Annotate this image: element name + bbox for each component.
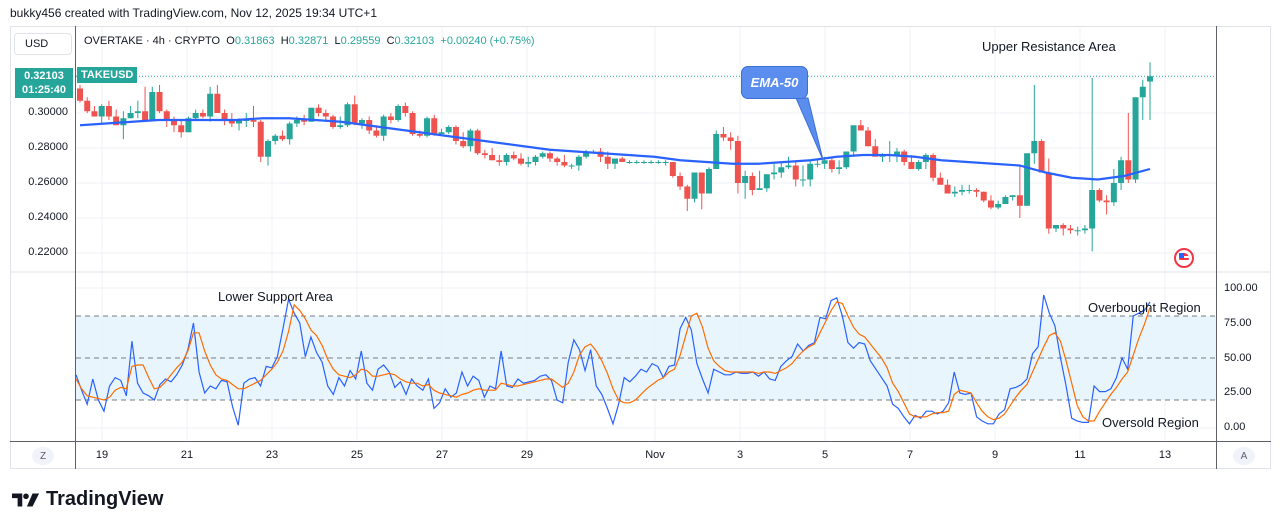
rsi-axis-label: 25.00 [1224, 386, 1252, 398]
symbol-legend: OVERTAKE · 4h · CRYPTO O0.31863 H0.32871… [84, 35, 535, 47]
rsi-axis-label: 75.00 [1224, 317, 1252, 329]
us-flag-icon[interactable] [1174, 248, 1194, 268]
ema-callout[interactable]: EMA-50 [741, 66, 808, 99]
time-axis-label: 21 [180, 449, 194, 461]
rsi-axis-label: 0.00 [1224, 421, 1246, 433]
overbought-label: Overbought Region [1088, 300, 1201, 315]
price-axis-label: 0.30000 [28, 106, 68, 118]
credit-text: bukky456 created with TradingView.com, N… [10, 6, 377, 20]
lower-support-label: Lower Support Area [218, 289, 333, 304]
brand-name: TradingView [46, 488, 164, 510]
symbol-description[interactable]: OVERTAKE · 4h · CRYPTO [84, 35, 221, 47]
close-label: C [386, 35, 395, 47]
time-axis-label: 19 [95, 449, 109, 461]
auto-scale-button[interactable]: A [1233, 447, 1255, 465]
time-axis-divider [10, 441, 1271, 442]
time-axis-label: 5 [821, 449, 829, 461]
price-axis-label: 0.26000 [28, 176, 68, 188]
time-axis-label: 3 [736, 449, 744, 461]
time-axis-label: 7 [906, 449, 914, 461]
price-axis-label: 0.24000 [28, 211, 68, 223]
price-axis-divider [75, 26, 76, 469]
close-value: 0.32103 [394, 35, 435, 47]
upper-resistance-label: Upper Resistance Area [982, 39, 1116, 54]
time-axis-label: Nov [645, 449, 665, 461]
high-label: H [280, 35, 289, 47]
time-axis-label: 29 [520, 449, 534, 461]
open-value: 0.31863 [234, 35, 275, 47]
price-axis-label: 0.22000 [28, 246, 68, 258]
bar-countdown: 01:25:40 [21, 84, 67, 96]
time-axis-label: 27 [435, 449, 449, 461]
open-label: O [226, 35, 235, 47]
current-price-tag: 0.32103 01:25:40 [15, 68, 73, 98]
oversold-label: Oversold Region [1102, 415, 1199, 430]
rsi-axis-label: 50.00 [1224, 352, 1252, 364]
price-axis-label: 0.28000 [28, 141, 68, 153]
time-axis-label: 23 [265, 449, 279, 461]
symbol-tag: TAKEUSD [77, 67, 138, 83]
time-axis-label: 9 [991, 449, 999, 461]
rsi-axis-label: 100.00 [1224, 282, 1258, 294]
time-axis-label: 11 [1074, 449, 1086, 461]
current-price: 0.32103 [24, 70, 64, 82]
zoom-reset-button[interactable]: Z [32, 447, 54, 465]
high-value: 0.32871 [288, 35, 329, 47]
tradingview-logo-icon [12, 492, 40, 507]
time-axis-label: 25 [350, 449, 364, 461]
change-value: +0.00240 (+0.75%) [440, 35, 535, 47]
low-value: 0.29559 [340, 35, 381, 47]
time-axis-label: 13 [1158, 449, 1172, 461]
currency-button[interactable]: USD [14, 33, 72, 55]
rsi-axis-divider [1216, 26, 1217, 469]
tradingview-brand: TradingView [12, 488, 163, 511]
low-label: L [334, 35, 341, 47]
